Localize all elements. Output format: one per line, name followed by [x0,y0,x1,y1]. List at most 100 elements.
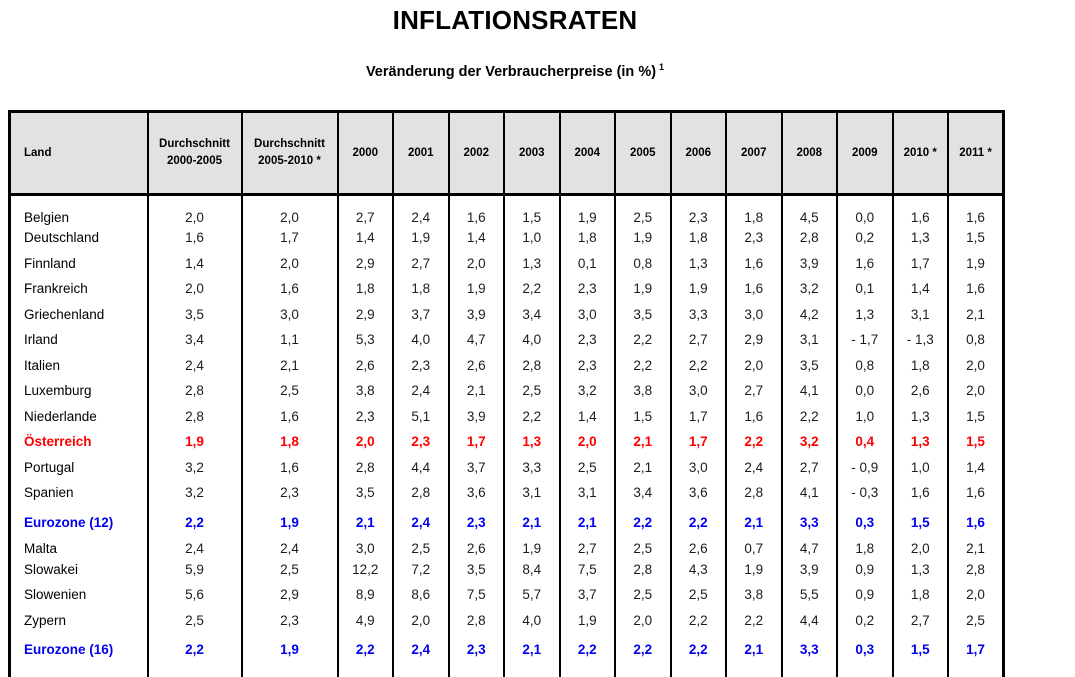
value-cell: 0,3 [836,505,894,531]
value-cell: 2,8 [947,556,1005,582]
value-cell: 4,1 [780,378,838,404]
value-cell: 1,0 [503,225,561,251]
value-cell: - 1,3 [891,327,949,353]
value-cell: 3,3 [503,454,561,480]
table-row: Italien 2,4 2,1 2,6 2,3 2,6 2,8 2,3 2,2 2,2 2,0 3,5… [8,352,1005,378]
value-cell: 2,0 [146,276,243,302]
value-cell: 3,6 [447,480,505,506]
value-cell: 1,4 [947,454,1005,480]
value-cell: 3,2 [146,480,243,506]
value-cell: 1,5 [947,403,1005,429]
value-cell: 2,2 [614,352,672,378]
value-cell: 2,9 [240,582,339,608]
value-cell: 0,0 [836,378,894,404]
column-header-2003: 2003 [503,111,561,196]
value-cell: 2,1 [447,378,505,404]
value-cell: 4,7 [780,531,838,557]
country-label: Luxemburg [8,378,149,404]
value-cell: 3,4 [503,301,561,327]
value-cell: 2,4 [392,633,450,677]
value-cell: 1,9 [725,556,783,582]
value-cell: 1,8 [836,531,894,557]
column-header-2009: 2009 [836,111,894,196]
value-cell: 1,9 [558,194,616,225]
value-cell: 2,2 [503,276,561,302]
value-cell: 3,2 [146,454,243,480]
value-cell: 1,5 [947,429,1005,455]
value-cell: 2,0 [614,607,672,633]
value-cell: 3,7 [558,582,616,608]
value-cell: 2,1 [558,505,616,531]
value-cell: 2,8 [780,225,838,251]
value-cell: 7,5 [447,582,505,608]
value-cell: 1,0 [891,454,949,480]
value-cell: 1,4 [558,403,616,429]
table-row: Frankreich 2,0 1,6 1,8 1,8 1,9 2,2 2,3 1,9 1,9 1,6… [8,276,1005,302]
value-cell: 1,3 [891,556,949,582]
value-cell: 2,0 [558,429,616,455]
value-cell: 3,9 [780,250,838,276]
value-cell: 1,5 [891,505,949,531]
value-cell: 2,0 [891,531,949,557]
value-cell: 1,3 [669,250,727,276]
value-cell: 2,2 [614,633,672,677]
value-cell: 1,1 [240,327,339,353]
value-cell: 1,9 [947,250,1005,276]
column-header-2004: 2004 [558,111,616,196]
value-cell: 2,8 [146,378,243,404]
table-row: Luxemburg 2,8 2,5 3,8 2,4 2,1 2,5 3,2 3,8 3,0 2,7 4… [8,378,1005,404]
country-label: Irland [8,327,149,353]
column-header-land: Land [8,111,149,196]
value-cell: 1,9 [240,633,339,677]
value-cell: 1,6 [447,194,505,225]
value-cell: 1,6 [947,505,1005,531]
value-cell: 2,2 [725,429,783,455]
value-cell: 2,5 [146,607,243,633]
value-cell: 1,6 [146,225,243,251]
value-cell: 1,8 [891,582,949,608]
value-cell: 1,8 [392,276,450,302]
country-label: Malta [8,531,149,557]
value-cell: 1,6 [891,480,949,506]
value-cell: 3,8 [614,378,672,404]
value-cell: 1,4 [891,276,949,302]
value-cell: 3,4 [146,327,243,353]
value-cell: 2,4 [146,531,243,557]
country-label: Zypern [8,607,149,633]
value-cell: 0,0 [836,194,894,225]
value-cell: 3,5 [780,352,838,378]
value-cell: 2,3 [447,633,505,677]
value-cell: 3,6 [669,480,727,506]
value-cell: 0,8 [614,250,672,276]
value-cell: 7,5 [558,556,616,582]
value-cell: 2,1 [725,505,783,531]
value-cell: 2,5 [392,531,450,557]
value-cell: 2,8 [146,403,243,429]
value-cell: 2,2 [503,403,561,429]
country-label: Griechenland [8,301,149,327]
value-cell: 1,3 [891,403,949,429]
value-cell: 0,3 [836,633,894,677]
value-cell: 5,1 [392,403,450,429]
value-cell: 5,5 [780,582,838,608]
value-cell: 2,0 [240,194,339,225]
value-cell: 2,4 [146,352,243,378]
value-cell: 3,0 [669,454,727,480]
column-header-2002: 2002 [447,111,505,196]
value-cell: 2,3 [558,276,616,302]
value-cell: 1,9 [614,276,672,302]
country-label: Frankreich [8,276,149,302]
footnote-marker: 1 [659,62,665,72]
value-cell: 0,8 [947,327,1005,353]
table-row: Zypern 2,5 2,3 4,9 2,0 2,8 4,0 1,9 2,0 2,2 2,2 4,4 0… [8,607,1005,633]
value-cell: 3,9 [447,403,505,429]
value-cell: 2,7 [336,194,394,225]
value-cell: 2,1 [336,505,394,531]
value-cell: 1,3 [891,225,949,251]
value-cell: 2,0 [146,194,243,225]
value-cell: 3,3 [780,505,838,531]
page-subtitle: Veränderung der Verbraucherpreise (in %)… [0,62,1030,80]
value-cell: 2,8 [392,480,450,506]
value-cell: 2,2 [669,505,727,531]
country-label: Niederlande [8,403,149,429]
